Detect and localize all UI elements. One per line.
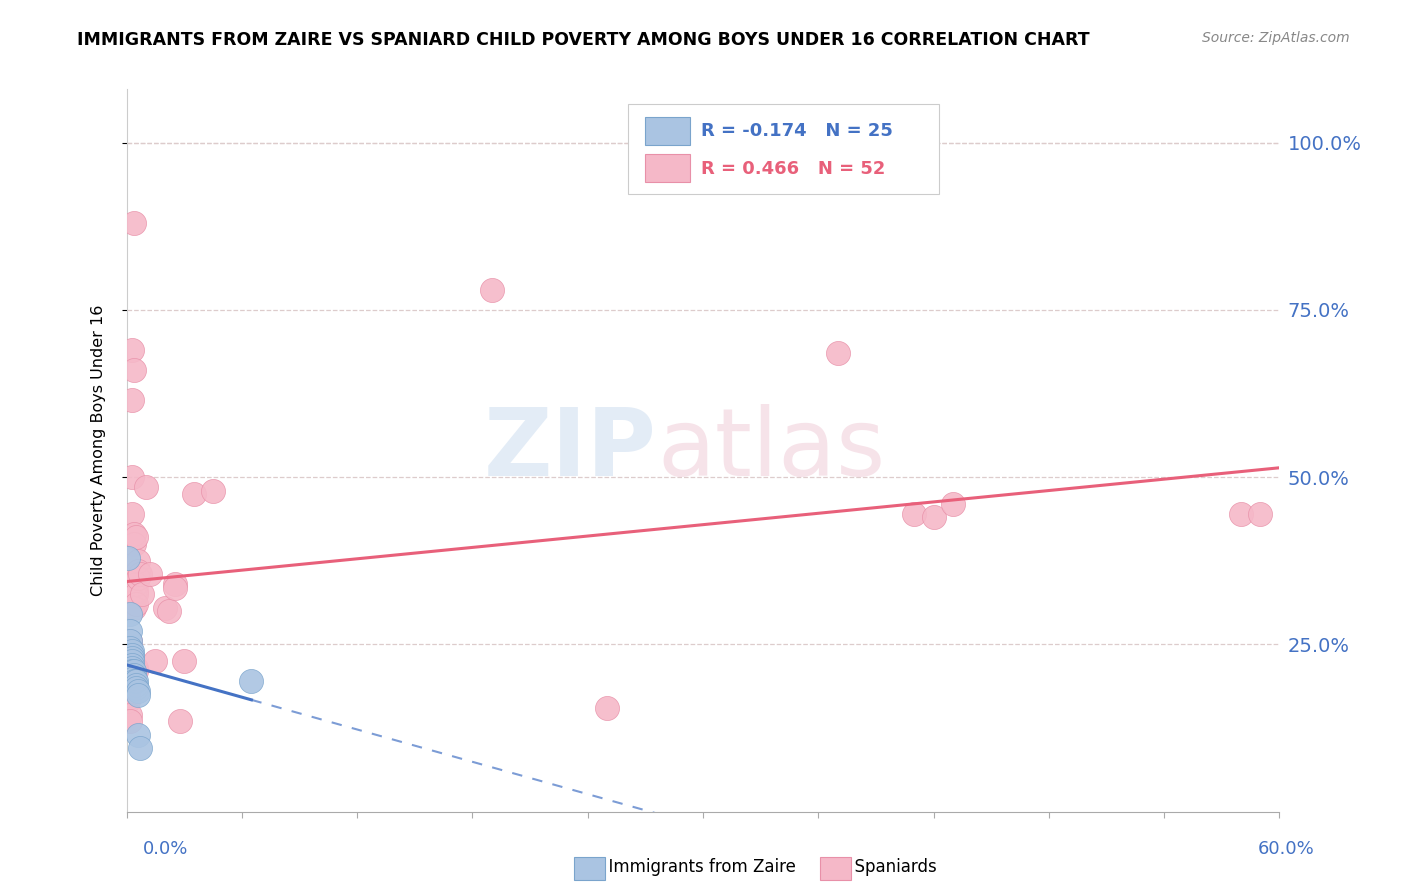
Point [127, 571, 149, 585]
Point [121, 507, 143, 521]
Point [942, 497, 965, 511]
Point [121, 667, 143, 681]
Text: 60.0%: 60.0% [1258, 840, 1315, 858]
Point [1249, 507, 1271, 521]
Point [122, 527, 145, 541]
Text: R = 0.466   N = 52: R = 0.466 N = 52 [700, 160, 884, 178]
Point [183, 487, 205, 501]
Point [163, 581, 186, 595]
Text: atlas: atlas [657, 404, 886, 497]
Text: IMMIGRANTS FROM ZAIRE VS SPANIARD CHILD POVERTY AMONG BOYS UNDER 16 CORRELATION : IMMIGRANTS FROM ZAIRE VS SPANIARD CHILD … [77, 31, 1090, 49]
Point [169, 714, 191, 729]
Point [121, 393, 143, 408]
Point [163, 577, 186, 591]
Point [135, 480, 157, 494]
Point [122, 363, 145, 377]
Point [120, 648, 142, 662]
Point [129, 567, 152, 582]
Point [121, 343, 143, 358]
Point [122, 537, 145, 551]
Point [117, 690, 139, 705]
Point [122, 667, 145, 681]
Point [596, 701, 619, 715]
Text: R = -0.174   N = 25: R = -0.174 N = 25 [700, 122, 893, 140]
Point [125, 598, 148, 612]
Point [125, 664, 148, 679]
Point [121, 648, 143, 662]
Point [121, 470, 143, 484]
Point [127, 564, 149, 578]
Point [120, 607, 142, 622]
FancyBboxPatch shape [645, 154, 690, 182]
Point [122, 600, 145, 615]
Point [127, 554, 149, 568]
Point [121, 644, 143, 658]
Point [127, 684, 149, 698]
Point [125, 678, 148, 692]
Point [120, 640, 142, 655]
Text: ZIP: ZIP [484, 404, 657, 497]
Point [120, 707, 142, 722]
Text: Source: ZipAtlas.com: Source: ZipAtlas.com [1202, 31, 1350, 45]
Point [117, 688, 139, 702]
FancyBboxPatch shape [645, 117, 690, 145]
Point [120, 644, 142, 658]
Point [122, 674, 145, 689]
Point [153, 600, 176, 615]
Point [145, 654, 166, 668]
Text: Spaniards: Spaniards [844, 858, 936, 876]
Point [125, 530, 148, 544]
Point [827, 346, 849, 360]
Point [121, 657, 143, 672]
Point [122, 216, 145, 230]
Point [120, 634, 142, 648]
Point [481, 283, 503, 297]
Point [127, 728, 149, 742]
Y-axis label: Child Poverty Among Boys Under 16: Child Poverty Among Boys Under 16 [91, 305, 105, 596]
Point [125, 681, 148, 695]
Point [122, 594, 145, 608]
Point [120, 714, 142, 729]
Point [157, 604, 180, 618]
Point [122, 664, 145, 679]
Point [122, 587, 145, 601]
Point [131, 587, 153, 601]
Point [903, 507, 925, 521]
Point [138, 567, 160, 582]
FancyBboxPatch shape [628, 103, 939, 194]
Point [125, 584, 148, 599]
Point [120, 634, 142, 648]
Point [125, 661, 148, 675]
Point [121, 661, 143, 675]
Point [922, 510, 945, 524]
Point [127, 688, 149, 702]
Point [173, 654, 195, 668]
Point [125, 577, 148, 591]
Point [125, 674, 148, 689]
Point [117, 681, 139, 695]
Text: Immigrants from Zaire: Immigrants from Zaire [598, 858, 796, 876]
Point [202, 483, 225, 498]
Point [120, 624, 142, 639]
Point [240, 674, 263, 689]
Point [125, 587, 148, 601]
Point [121, 651, 143, 665]
Point [1230, 507, 1253, 521]
Point [120, 640, 142, 655]
Point [129, 741, 152, 756]
Point [121, 654, 143, 668]
Point [122, 671, 145, 685]
Text: 0.0%: 0.0% [143, 840, 188, 858]
Point [117, 694, 139, 708]
Point [121, 664, 143, 679]
Point [117, 550, 139, 565]
